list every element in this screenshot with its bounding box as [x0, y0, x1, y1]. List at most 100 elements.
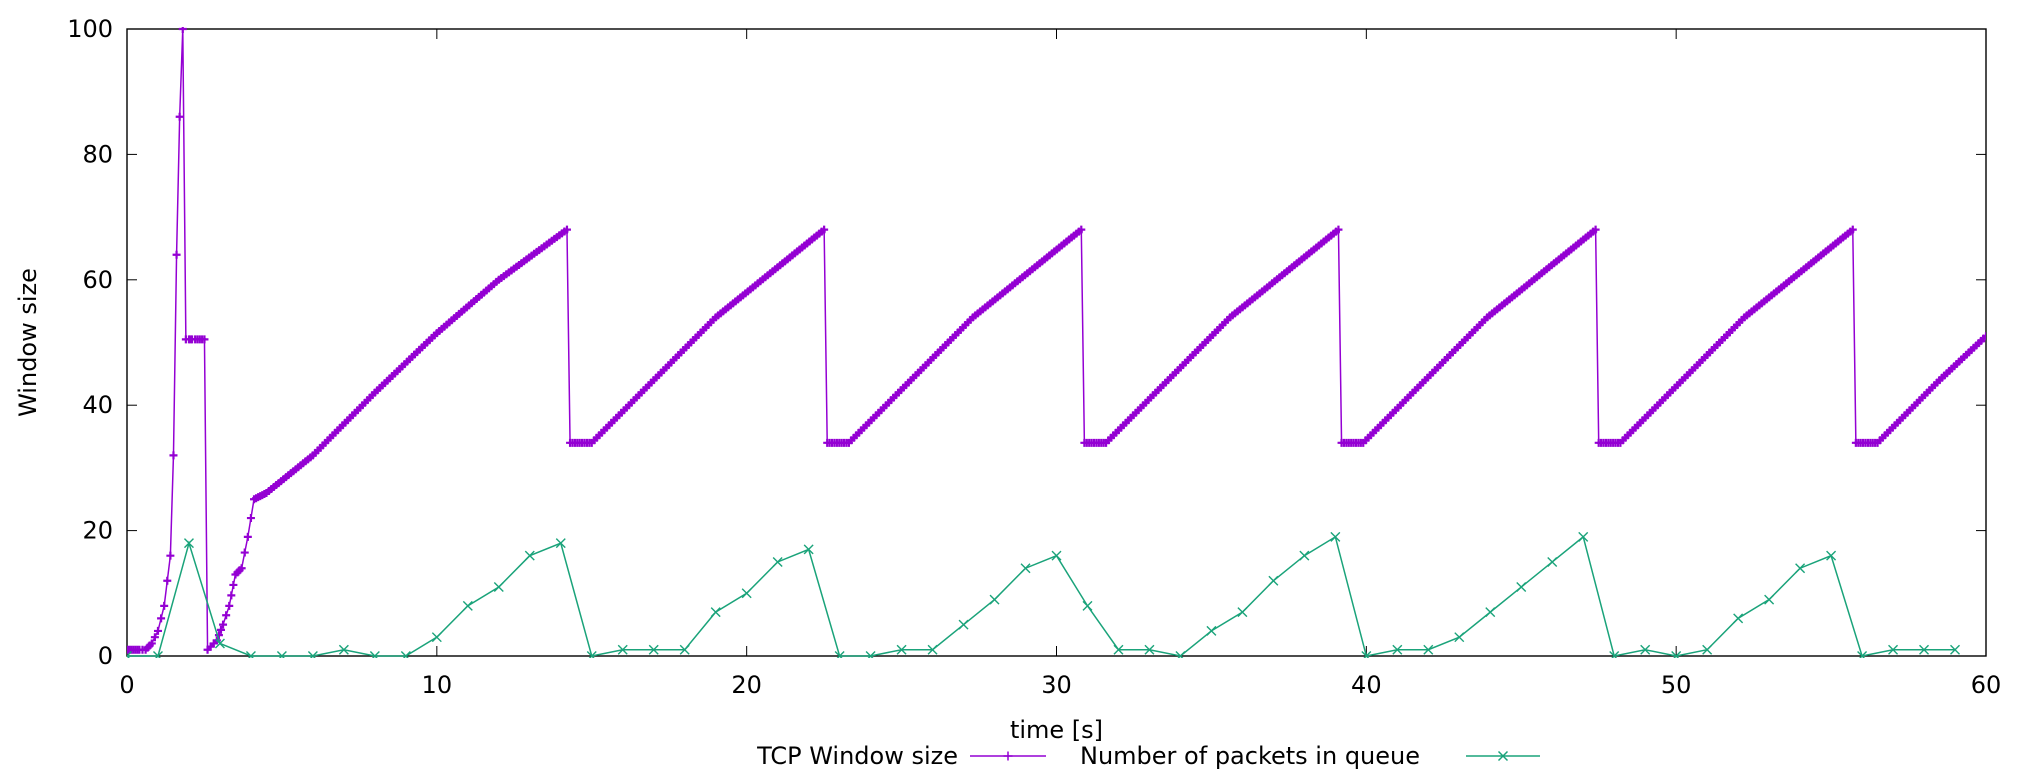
- series-1-point-54: [1795, 563, 1806, 574]
- series-1-point-33: [1144, 644, 1155, 655]
- series-0-point-176: [562, 225, 571, 234]
- series-1-point-47: [1578, 531, 1589, 542]
- series-1-point-44: [1485, 607, 1496, 618]
- series-1-point-9: [400, 651, 411, 658]
- series-1-point-13: [524, 550, 535, 561]
- series-0-point-16: [163, 576, 172, 585]
- axes: 0 10 20 30 40 50 60 0 20 40 60 80 100: [67, 15, 2001, 699]
- series-0-point-19: [172, 250, 181, 259]
- series-1-point-55: [1826, 550, 1837, 561]
- series-1-point-49: [1640, 644, 1651, 655]
- series-0-point-38: [222, 611, 231, 620]
- series-0-point-40: [227, 591, 236, 600]
- series-1-point-40: [1361, 651, 1372, 658]
- legend-label-1: Number of packets in queue: [1080, 742, 1420, 770]
- series-1-point-57: [1888, 644, 1899, 655]
- series-1-point-25: [896, 644, 907, 655]
- series-line-1: [127, 535, 1956, 657]
- y-tick-label-2: 40: [82, 391, 113, 419]
- series-1-point-0: [127, 651, 132, 658]
- series-0-point-384: [1077, 225, 1086, 234]
- series-1-point-59: [1950, 644, 1961, 655]
- legend-marker-0: [1003, 751, 1013, 761]
- series-1-point-23: [834, 651, 845, 658]
- series-1: [127, 531, 1961, 658]
- series-0-point-39: [225, 601, 234, 610]
- plot-frame: [126, 28, 1987, 657]
- series-1-point-53: [1764, 594, 1775, 605]
- series-0-point-750: [1982, 332, 1986, 341]
- series-1-point-52: [1733, 613, 1744, 624]
- series-1-point-30: [1051, 550, 1062, 561]
- x-axis-label: time [s]: [1010, 716, 1103, 744]
- series-0-point-280: [820, 225, 829, 234]
- series-0-point-45: [237, 564, 246, 573]
- series-1-point-2: [183, 538, 194, 549]
- series-1-point-21: [772, 556, 783, 567]
- x-tick-label-0: 0: [119, 671, 134, 699]
- series-1-point-42: [1423, 644, 1434, 655]
- series-1-point-45: [1516, 582, 1527, 593]
- series-1-point-29: [1020, 563, 1031, 574]
- series-0-point-592: [1591, 225, 1600, 234]
- y-tick-label-5: 100: [67, 15, 113, 43]
- y-tick-label-3: 60: [82, 266, 113, 294]
- series-0-point-30: [200, 335, 209, 344]
- x-tick-label-1: 10: [422, 671, 453, 699]
- series-0-point-12: [150, 633, 159, 642]
- series-0-point-488: [1334, 225, 1343, 234]
- series-0-point-41: [229, 580, 238, 589]
- y-tick-label-0: 0: [98, 642, 113, 670]
- series-0-point-21: [178, 27, 187, 33]
- series-1-point-1: [152, 651, 163, 658]
- series-1-point-10: [431, 632, 442, 643]
- series-0-point-13: [153, 626, 162, 635]
- series-1-point-38: [1299, 550, 1310, 561]
- x-tick-label-3: 30: [1041, 671, 1072, 699]
- series-1-point-36: [1237, 607, 1248, 618]
- series-0-point-36: [216, 625, 225, 634]
- series-1-point-4: [245, 651, 256, 658]
- series-0-point-47: [243, 532, 252, 541]
- series-1-point-15: [586, 651, 597, 658]
- y-tick-label-4: 80: [82, 140, 113, 168]
- series-1-point-50: [1671, 651, 1682, 658]
- x-tick-label-6: 60: [1971, 671, 2002, 699]
- series-1-point-12: [493, 582, 504, 593]
- series-1-point-48: [1609, 651, 1620, 658]
- series-1-point-31: [1082, 600, 1093, 611]
- series-0-point-696: [1848, 225, 1857, 234]
- series-0-point-14: [157, 614, 166, 623]
- series-1-point-5: [276, 651, 287, 658]
- legend-marker-1: [1497, 750, 1509, 762]
- series-1-point-18: [679, 644, 690, 655]
- series-1-point-41: [1392, 644, 1403, 655]
- series-1-point-43: [1454, 632, 1465, 643]
- y-tick-label-1: 20: [82, 517, 113, 545]
- series-0: [127, 27, 1986, 654]
- series-0-point-15: [160, 601, 169, 610]
- series-0-point-46: [240, 548, 249, 557]
- series-1-point-14: [555, 538, 566, 549]
- series-1-point-27: [958, 619, 969, 630]
- series-1-point-34: [1175, 651, 1186, 658]
- series-1-point-37: [1268, 575, 1279, 586]
- series-0-point-18: [169, 451, 178, 460]
- x-tick-label-2: 20: [731, 671, 762, 699]
- series-1-point-17: [648, 644, 659, 655]
- series-1-point-22: [803, 544, 814, 555]
- legend-label-0: TCP Window size: [756, 742, 958, 770]
- series-1-point-26: [927, 644, 938, 655]
- series-1-point-58: [1919, 644, 1930, 655]
- series-1-point-24: [865, 651, 876, 658]
- series-0-point-48: [246, 514, 255, 523]
- legend: TCP Window size Number of packets in queu…: [756, 742, 1540, 770]
- series-1-point-19: [710, 607, 721, 618]
- series-0-point-17: [166, 551, 175, 560]
- x-tick-label-5: 50: [1661, 671, 1692, 699]
- series-1-point-11: [462, 600, 473, 611]
- y-axis-label: Window size: [14, 268, 42, 417]
- series-1-point-32: [1113, 644, 1124, 655]
